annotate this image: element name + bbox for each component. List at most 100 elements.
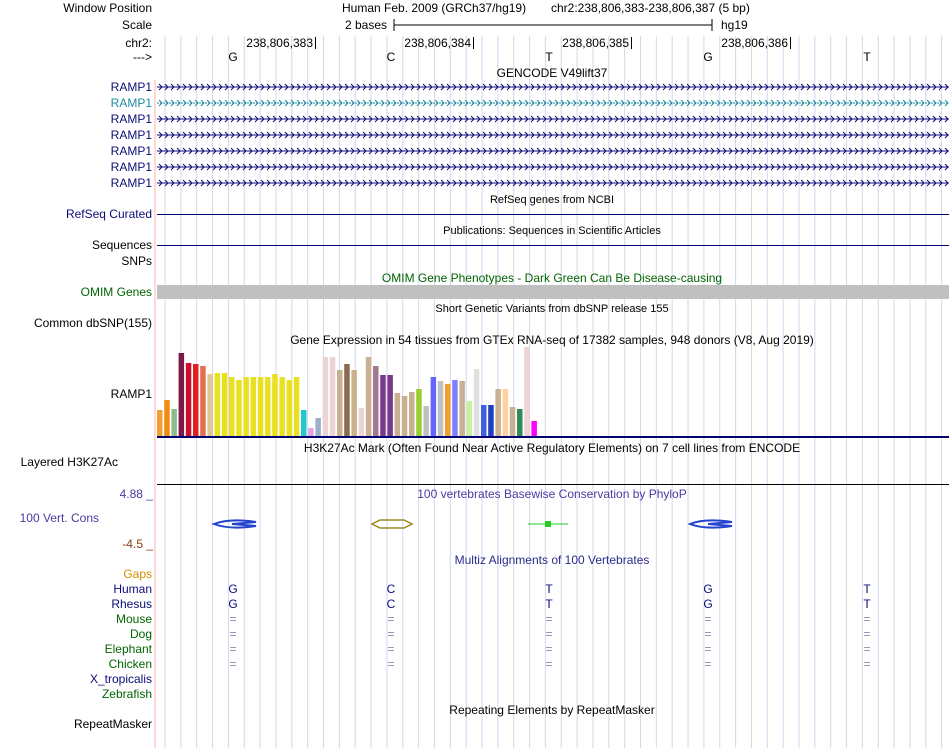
alignment-base: = — [387, 657, 395, 671]
alignment-base: = — [704, 657, 712, 671]
gtex-tissue-bar — [380, 375, 386, 436]
gtex-tissue-bar — [401, 396, 408, 436]
gtex-tissue-bar — [243, 377, 249, 436]
gtex-tissue-bar — [286, 380, 293, 436]
gene-model[interactable] — [157, 162, 949, 172]
cons-min: -4.5 _ — [122, 537, 153, 551]
strand-chevrons — [158, 147, 949, 155]
pubs-label[interactable]: Sequences — [91, 238, 152, 252]
cons-glyph-3 — [528, 521, 568, 527]
alignment-base: = — [863, 612, 871, 626]
alignment-base: = — [387, 642, 395, 656]
omim-bar[interactable] — [157, 285, 949, 299]
alignment-base: = — [863, 642, 871, 656]
cons-label[interactable]: 100 Vert. Cons — [19, 511, 99, 525]
gene-label[interactable]: RAMP1 — [110, 112, 152, 126]
position-range: chr2:238,806,383-238,806,387 (5 bp) — [551, 1, 750, 15]
base-letter: G — [703, 50, 713, 64]
species-label[interactable]: X_tropicalis — [89, 672, 152, 686]
alignment-base: C — [386, 597, 396, 611]
gene-label[interactable]: RAMP1 — [110, 160, 152, 174]
gtex-tissue-bar — [437, 381, 444, 436]
gene-model[interactable] — [157, 82, 949, 92]
gtex-tissue-bar — [236, 380, 242, 436]
h3k27ac-label[interactable]: Layered H3K27Ac — [20, 455, 118, 469]
alignment-base: = — [545, 627, 553, 641]
species-label[interactable]: Elephant — [104, 642, 152, 656]
snps-label[interactable]: SNPs — [121, 254, 152, 268]
dbsnp-label[interactable]: Common dbSNP(155) — [33, 316, 152, 330]
gtex-tissue-bar — [445, 384, 451, 436]
alignment-base: T — [545, 597, 553, 611]
alignment-base: T — [863, 597, 871, 611]
species-label[interactable]: Rhesus — [111, 597, 152, 611]
gene-model[interactable] — [157, 178, 949, 188]
gene-model[interactable] — [157, 130, 949, 140]
repeatmasker-label[interactable]: RepeatMasker — [73, 717, 152, 731]
strand-chevrons — [158, 83, 949, 91]
ruler-tick-label: 238,806,386 — [721, 36, 788, 50]
alignment-base: = — [704, 642, 712, 656]
gtex-tissue-bar — [322, 357, 329, 436]
alignment-base: = — [704, 612, 712, 626]
gene-model[interactable] — [157, 98, 949, 108]
refseq-line — [157, 214, 949, 215]
gene-label[interactable]: RAMP1 — [110, 96, 152, 110]
species-label[interactable]: Mouse — [115, 612, 152, 626]
species-label[interactable]: Dog — [129, 627, 152, 641]
gtex-tissue-bar — [466, 401, 473, 436]
gtex-tissue-bar — [214, 373, 221, 436]
gene-model[interactable] — [157, 114, 949, 124]
gtex-label[interactable]: RAMP1 — [110, 387, 152, 401]
species-label[interactable]: Human — [113, 582, 152, 596]
assembly-title: Human Feb. 2009 (GRCh37/hg19) — [342, 1, 527, 15]
species-label[interactable]: Zebrafish — [101, 687, 152, 701]
gtex-tissue-bar — [193, 364, 199, 436]
ruler-tick-label: 238,806,383 — [246, 36, 313, 50]
gene-model[interactable] — [157, 146, 949, 156]
gtex-tissue-bar — [221, 373, 228, 436]
gtex-title: Gene Expression in 54 tissues from GTEx … — [290, 333, 814, 347]
window-position-label: Window Position — [63, 1, 152, 15]
scale-label: Scale — [121, 18, 152, 32]
strand-label: ---> — [133, 50, 152, 64]
base-letter: G — [228, 50, 238, 64]
gtex-tissue-bar — [315, 418, 321, 436]
refseq-label[interactable]: RefSeq Curated — [65, 207, 152, 221]
gtex-tissue-bar — [207, 374, 213, 436]
cons-glyph-2 — [370, 519, 414, 529]
gtex-tissue-bar — [200, 366, 206, 436]
gene-label[interactable]: RAMP1 — [110, 144, 152, 158]
alignment-base: = — [545, 612, 553, 626]
gtex-tissue-bar — [459, 381, 465, 436]
base-letter: T — [545, 50, 553, 64]
omim-label[interactable]: OMIM Genes — [80, 285, 152, 299]
repeatmasker-title: Repeating Elements by RepeatMasker — [449, 703, 655, 717]
alignment-base: = — [863, 657, 871, 671]
alignment-base: T — [545, 582, 553, 596]
chrom-label: chr2: — [125, 36, 152, 50]
ruler-tick-mark — [315, 37, 316, 49]
strand-chevrons — [158, 179, 949, 187]
species-label[interactable]: Chicken — [108, 657, 152, 671]
gtex-tissue-bar — [488, 405, 494, 436]
ruler-tick-mark — [790, 37, 791, 49]
gtex-tissue-bar — [509, 407, 516, 436]
dbsnp-title: Short Genetic Variants from dbSNP releas… — [435, 303, 669, 315]
pubs-line — [157, 245, 949, 246]
gtex-tissue-bar — [430, 377, 437, 436]
gaps-label[interactable]: Gaps — [123, 567, 152, 581]
gtex-tissue-bar — [265, 377, 271, 436]
ruler-tick-mark — [473, 37, 474, 49]
strand-chevrons — [158, 99, 949, 107]
alignment-base: G — [228, 597, 238, 611]
gtex-tissue-bar — [394, 393, 401, 436]
gene-label[interactable]: RAMP1 — [110, 80, 152, 94]
alignment-base: T — [863, 582, 871, 596]
gtex-tissue-bar — [358, 408, 365, 436]
alignment-base: G — [703, 582, 713, 596]
gtex-tissue-bar — [423, 406, 429, 436]
gene-label[interactable]: RAMP1 — [110, 176, 152, 190]
gene-label[interactable]: RAMP1 — [110, 128, 152, 142]
